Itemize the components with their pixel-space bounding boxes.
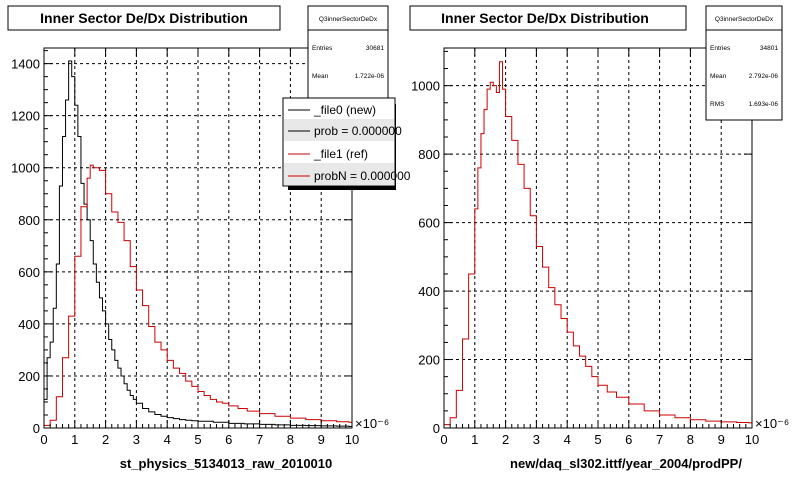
right-y-tick-label: 1000 (411, 79, 440, 94)
right-x-tick-label: 3 (533, 432, 540, 447)
right-x-tick-label: 1 (471, 432, 478, 447)
right-x-tick-label: 9 (718, 432, 725, 447)
left-x-tick-label: 2 (102, 432, 109, 447)
left-stats-entries-value: 30681 (366, 45, 384, 52)
right-y-tick-label: 800 (418, 147, 440, 162)
right-x-tick-label: 4 (564, 432, 571, 447)
right-x-exponent: ×10⁻⁶ (755, 416, 789, 431)
left-y-tick-label: 400 (18, 317, 40, 332)
right-stats-rms-label: RMS (710, 101, 725, 108)
left-x-tick-label: 10 (345, 432, 359, 447)
right-x-tick-label: 0 (440, 432, 447, 447)
right-series-histogram-0 (443, 61, 752, 428)
right-chart-title: Inner Sector De/Dx Distribution (441, 10, 649, 26)
legend-entry-new: _file0 (new) (313, 103, 376, 117)
right-x-tick-label: 7 (656, 432, 663, 447)
left-chart-title: Inner Sector De/Dx Distribution (40, 10, 248, 26)
left-x-tick-label: 4 (164, 432, 171, 447)
right-x-tick-label: 2 (502, 432, 509, 447)
right-y-tick-label: 200 (418, 353, 440, 368)
right-stats-box (705, 5, 783, 121)
left-stats-box (307, 5, 389, 99)
left-x-tick-label: 1 (71, 432, 78, 447)
left-x-exponent: ×10⁻⁶ (355, 416, 389, 431)
right-title-box (409, 5, 687, 31)
left-x-tick-label: 5 (194, 432, 201, 447)
right-x-tick-label: 5 (594, 432, 601, 447)
right-x-tick-label: 10 (745, 432, 759, 447)
right-plot-frame (443, 47, 753, 429)
left-y-tick-label: 1000 (11, 161, 40, 176)
left-x-tick-label: 3 (133, 432, 140, 447)
right-series (443, 61, 752, 428)
right-stats-rms-value: 1.693e-06 (749, 101, 779, 108)
left-x-tick-label: 6 (225, 432, 232, 447)
left-y-tick-label: 600 (18, 265, 40, 280)
right-stats-entries-value: 34801 (760, 45, 778, 52)
left-y-tick-label: 200 (18, 369, 40, 384)
right-panel: 0 1 2 3 4 5 6 7 8 9 10 0 200 400 600 800 1000 ×10⁻⁶ new/… (409, 5, 789, 471)
legend-band-1 (284, 119, 394, 141)
left-x-tick-label: 9 (318, 432, 325, 447)
right-stats-mean-value: 2.792e-06 (749, 73, 779, 80)
right-y-tick-label: 600 (418, 216, 440, 231)
left-y-tick-label: 800 (18, 213, 40, 228)
left-x-tick-label: 0 (40, 432, 47, 447)
left-y-tick-label: 0 (33, 421, 40, 436)
left-series-file1-ref (43, 164, 352, 428)
right-stats-entries-label: Entries (710, 45, 731, 52)
right-y-tick-label: 400 (418, 284, 440, 299)
legend-entry-ref: _file1 (ref) (313, 147, 368, 161)
left-y-tick-label: 1400 (11, 57, 40, 72)
right-x-tick-label: 8 (687, 432, 694, 447)
left-stats-mean-label: Mean (312, 73, 329, 80)
left-x-tick-label: 8 (287, 432, 294, 447)
right-x-axis-label: new/daq_sl302.ittf/year_2004/prodPP/ (510, 456, 742, 471)
left-stats-mean-value: 1.722e-06 (355, 73, 385, 80)
left-stats-header: Q3innerSectorDeDx (319, 16, 378, 23)
right-stats-header: Q3innerSectorDeDx (715, 16, 774, 23)
left-stats-entries-label: Entries (312, 45, 333, 52)
legend-entry-probn: probN = 0.000000 (314, 169, 411, 183)
left-title-box (7, 5, 281, 31)
right-stats-mean-label: Mean (710, 73, 727, 80)
left-panel: 0 1 2 3 4 5 6 7 8 9 10 0 200 400 600 800 1000 1200 1400 ×1… (7, 5, 411, 471)
right-x-tick-label: 6 (625, 432, 632, 447)
left-x-axis-label: st_physics_5134013_raw_2010010 (120, 456, 333, 471)
legend-entry-prob: prob = 0.000000 (314, 124, 402, 138)
legend-band-2 (284, 163, 394, 185)
right-y-tick-label: 0 (433, 421, 440, 436)
left-y-tick-label: 1200 (11, 109, 40, 124)
left-x-tick-label: 7 (256, 432, 263, 447)
